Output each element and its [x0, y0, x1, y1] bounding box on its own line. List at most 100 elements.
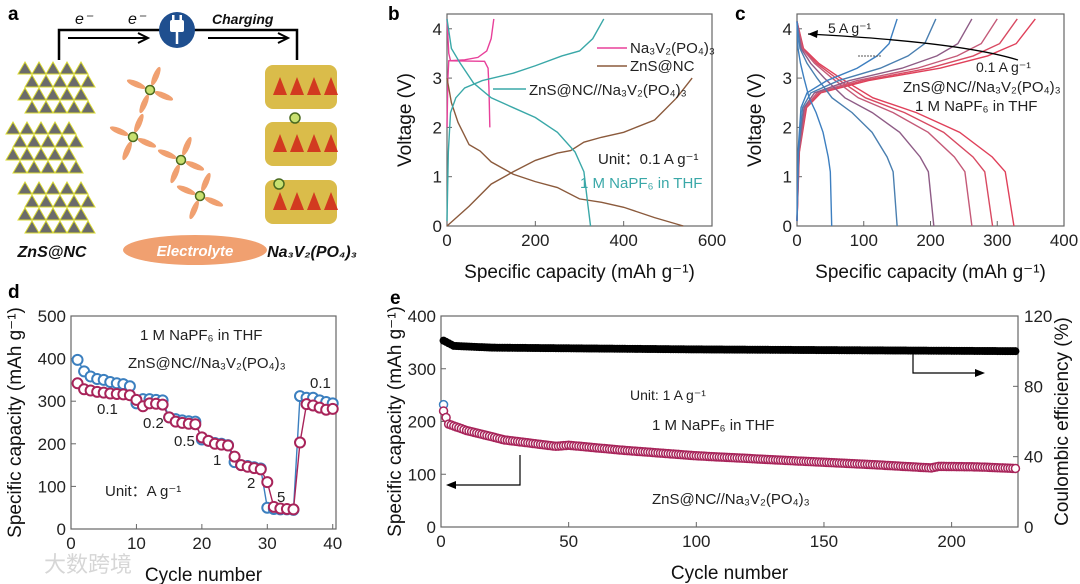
zns-tetrahedron	[73, 87, 89, 101]
x-tick-label: 600	[698, 231, 726, 250]
zns-tetrahedron	[45, 61, 61, 75]
zns-tetrahedron	[38, 220, 54, 234]
data-point	[254, 463, 267, 476]
y-axis-title: Voltage (V)	[395, 73, 416, 167]
vo6-octahedron	[324, 134, 338, 152]
solvent-molecule	[189, 200, 199, 220]
x-tick-label: 200	[916, 231, 944, 250]
nvp-block	[265, 65, 337, 109]
zns-tetrahedron	[47, 147, 63, 161]
sodium-ion	[194, 190, 206, 202]
sodium-ion	[127, 131, 139, 143]
y2-tick-label: 0	[1024, 518, 1033, 537]
vo6-octahedron	[324, 77, 338, 95]
zns-tetrahedron	[80, 74, 96, 88]
x-tick-label: 10	[127, 534, 146, 553]
zns-tetrahedron	[38, 194, 54, 208]
vo6-octahedron	[290, 77, 304, 95]
series-line	[446, 77, 693, 227]
solvent-molecule	[182, 136, 192, 156]
charge-curve	[796, 18, 898, 222]
rate-label-0-1: 0.1 A g⁻¹	[976, 59, 1031, 75]
electrolyte-label: Electrolyte	[157, 243, 234, 260]
unit-annotation-d: Unit：A g⁻¹	[105, 483, 181, 500]
discharge-curve	[796, 21, 898, 227]
plot-frame	[70, 315, 337, 530]
discharge-curve	[796, 21, 994, 227]
x-tick-label: 0	[66, 534, 75, 553]
vo6-octahedron	[307, 134, 321, 152]
cell-annotation-d: ZnS@NC//Na₃V₂(PO₄)₃	[128, 355, 286, 372]
chart-b: 0 200 400 600 0 1 2 3 4 Specific capacity (mAh g⁻…	[395, 13, 726, 283]
sodium-ion	[273, 178, 285, 190]
rate-arrow-head	[808, 30, 818, 38]
y-tick-label: 200	[38, 435, 66, 454]
zns-tetrahedron	[12, 160, 28, 174]
x-tick-label: 400	[1050, 231, 1078, 250]
zns-tetrahedron	[33, 147, 49, 161]
solvent-molecule	[170, 164, 180, 184]
anode-label: ZnS@NC	[17, 244, 87, 261]
series-line	[446, 18, 491, 128]
series-line	[446, 18, 495, 128]
capacity-axis-arrow	[450, 455, 521, 486]
y-tick-label: 400	[38, 350, 66, 369]
x-axis-title: Specific capacity (mAh g⁻¹)	[464, 262, 695, 283]
rate-label: 5	[277, 489, 285, 506]
solvent-molecule	[204, 197, 224, 207]
electrolyte-ions	[109, 66, 224, 220]
zns-tetrahedron	[12, 134, 28, 148]
y-tick-label: 500	[38, 307, 66, 326]
chart-c: 0 100 200 300 400 0 1 2 3 4 Specific capacity (mAh…	[745, 13, 1078, 283]
y-tick-label: 2	[783, 118, 792, 137]
zns-tetrahedron	[24, 100, 40, 114]
y2-tick-label: 80	[1024, 377, 1043, 396]
data-point	[156, 398, 169, 411]
series-line	[446, 18, 605, 222]
zns-tetrahedron	[59, 207, 75, 221]
zns-tetrahedron	[61, 121, 77, 135]
cell-annotation-e: ZnS@NC//Na₃V₂(PO₄)₃	[652, 491, 810, 508]
zns-tetrahedron	[66, 100, 82, 114]
zns-tetrahedron	[80, 220, 96, 234]
legend-label-zns: ZnS@NC	[630, 58, 695, 75]
panel-label-a: a	[8, 4, 19, 25]
data-point	[287, 503, 300, 516]
solvent-molecule	[134, 113, 144, 133]
vo6-octahedron	[324, 192, 338, 210]
y-axis-title: Specific capacity (mAh g⁻¹)	[5, 307, 26, 538]
zns-tetrahedron	[68, 160, 84, 174]
unit-annotation-e: Unit: 1 A g⁻¹	[630, 387, 706, 403]
zns-tetrahedron	[73, 207, 89, 221]
cell-annotation-c: ZnS@NC//Na₃V₂(PO₄)₃	[903, 79, 1061, 96]
vo6-octahedron	[273, 134, 287, 152]
y-tick-label: 100	[38, 477, 66, 496]
zns-tetrahedron	[59, 61, 75, 75]
x-tick-label: 200	[521, 231, 549, 250]
zns-tetrahedron	[26, 160, 42, 174]
legend-label-fullcell: ZnS@NC//Na₃V₂(PO₄)₃	[529, 82, 687, 99]
y-tick-label: 4	[783, 20, 792, 39]
zns-tetrahedron	[17, 61, 33, 75]
zns-tetrahedron	[59, 87, 75, 101]
rate-label: 2	[247, 475, 255, 492]
electron-label-1: e⁻	[75, 11, 94, 28]
solvent-molecule	[176, 185, 196, 195]
discharge-curve	[796, 21, 833, 227]
zns-tetrahedron	[45, 207, 61, 221]
zns-tetrahedron	[66, 74, 82, 88]
panel-label-c: c	[735, 4, 746, 25]
data-point	[189, 418, 202, 431]
x-tick-label: 100	[850, 231, 878, 250]
y-tick-label: 3	[433, 69, 442, 88]
zns-tetrahedron	[31, 87, 47, 101]
vo6-octahedron	[273, 77, 287, 95]
y-tick-label: 400	[408, 307, 436, 326]
electrolyte-annotation-c: 1 M NaPF₆ in THF	[915, 98, 1037, 115]
zns-tetrahedron	[26, 134, 42, 148]
electrolyte-badge	[123, 235, 267, 265]
solvent-molecule	[126, 79, 146, 89]
power-plug-icon	[159, 12, 195, 48]
ce-point	[1011, 347, 1020, 356]
